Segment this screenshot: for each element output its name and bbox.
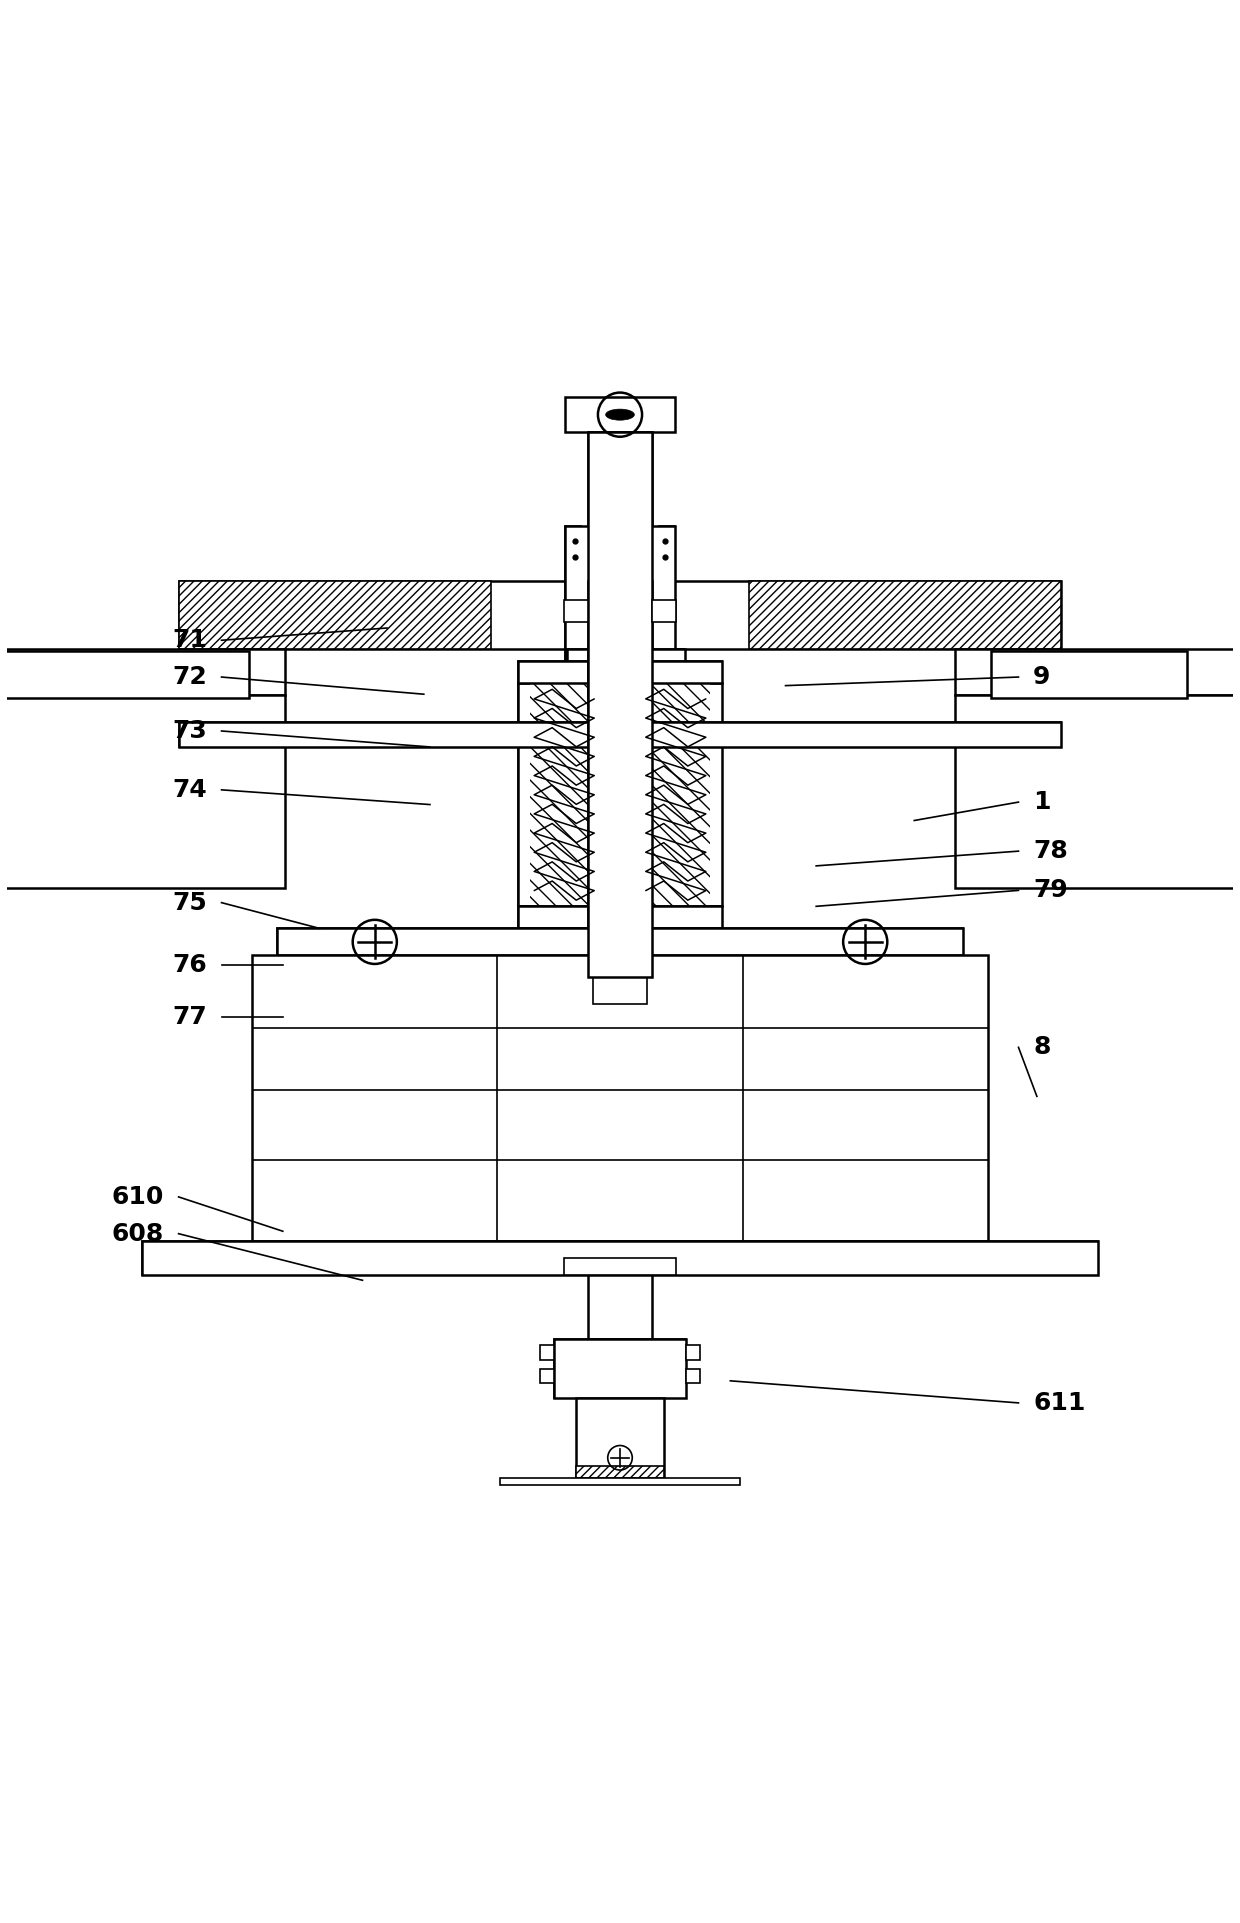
Bar [501, 1477, 739, 1485]
Bar [575, 1398, 665, 1477]
Bar [518, 683, 531, 906]
Bar [598, 683, 610, 906]
Bar [554, 1338, 686, 1398]
Bar [630, 683, 722, 906]
Bar [588, 581, 652, 648]
Bar [686, 1369, 701, 1383]
Bar [567, 648, 684, 683]
Text: 9: 9 [1033, 665, 1050, 688]
Bar [588, 1275, 652, 1338]
Bar [564, 1258, 676, 1275]
Bar [179, 581, 1061, 648]
Bar [518, 683, 610, 906]
Text: 8: 8 [1033, 1035, 1050, 1060]
Bar [575, 1465, 665, 1477]
Bar [0, 696, 284, 888]
Bar [179, 581, 491, 648]
Bar [565, 398, 675, 433]
Ellipse shape [605, 410, 635, 419]
Bar [588, 433, 652, 558]
Bar [655, 648, 683, 683]
Bar [991, 652, 1187, 698]
Bar [593, 956, 647, 1004]
Bar [956, 696, 1240, 888]
Text: 608: 608 [112, 1221, 164, 1246]
Bar [630, 662, 722, 683]
Bar [709, 683, 722, 906]
Bar [518, 662, 610, 683]
Bar [179, 723, 1061, 746]
Text: 75: 75 [172, 890, 207, 915]
Bar [630, 683, 642, 906]
Bar [554, 1338, 686, 1398]
Bar [564, 600, 588, 621]
Bar [749, 581, 1061, 648]
Bar [277, 929, 963, 956]
Bar [179, 723, 1061, 746]
Bar [660, 527, 675, 698]
Text: 71: 71 [172, 629, 207, 652]
Bar [252, 956, 988, 1240]
Bar [518, 906, 610, 929]
Bar [630, 906, 722, 929]
Bar [588, 433, 652, 977]
Bar [642, 683, 709, 906]
Text: 73: 73 [172, 719, 207, 742]
Bar [539, 1344, 554, 1360]
Bar [652, 600, 676, 621]
Text: 74: 74 [172, 777, 207, 802]
Bar [686, 1344, 701, 1360]
Text: 611: 611 [1033, 1390, 1085, 1415]
Bar [531, 683, 598, 906]
Bar [565, 527, 675, 698]
Bar [539, 1369, 554, 1383]
Bar [518, 906, 610, 929]
Bar [588, 652, 652, 698]
Bar [0, 648, 284, 696]
Bar [518, 662, 610, 683]
Text: 79: 79 [1033, 879, 1068, 902]
Bar [630, 906, 722, 929]
Text: 72: 72 [172, 665, 207, 688]
Bar [956, 648, 1240, 696]
Bar [0, 652, 249, 698]
Text: 1: 1 [1033, 790, 1050, 813]
Bar [277, 929, 963, 956]
Text: 77: 77 [172, 1004, 207, 1029]
Bar [141, 1240, 1099, 1275]
Bar [567, 648, 596, 683]
Text: 78: 78 [1033, 838, 1068, 863]
Bar [141, 1240, 1099, 1275]
Bar [630, 662, 722, 683]
Bar [588, 662, 652, 929]
Text: 610: 610 [112, 1185, 164, 1210]
Text: 76: 76 [172, 954, 207, 977]
Bar [565, 527, 580, 698]
